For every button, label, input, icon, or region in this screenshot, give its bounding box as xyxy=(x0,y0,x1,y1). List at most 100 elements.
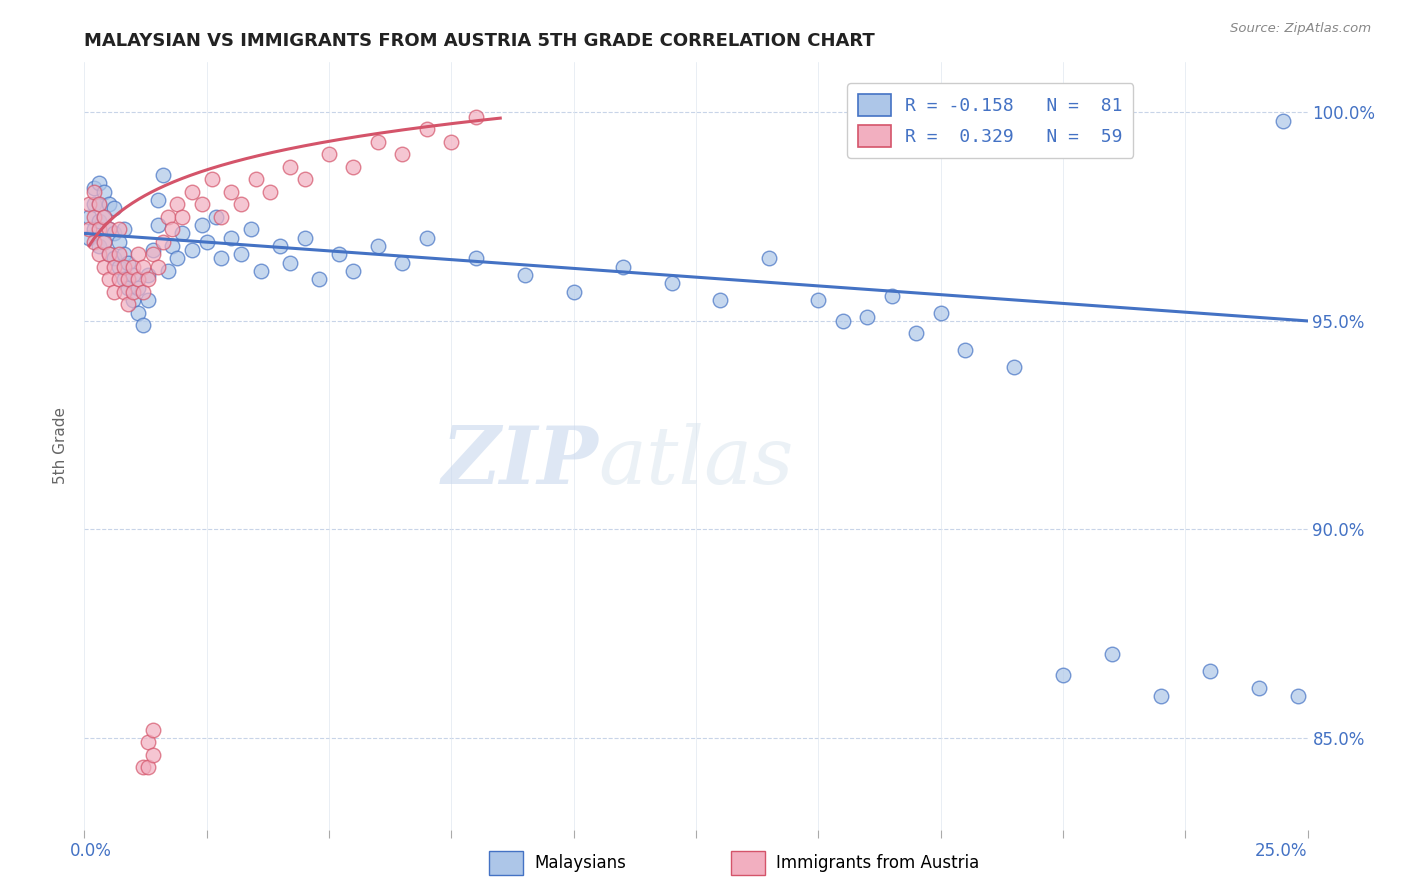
Point xyxy=(122,285,145,299)
Point xyxy=(103,252,125,266)
Point xyxy=(122,293,145,307)
Point xyxy=(83,185,105,199)
Point xyxy=(391,255,413,269)
Point xyxy=(122,260,145,274)
Point xyxy=(278,160,301,174)
Point xyxy=(181,185,204,199)
Point xyxy=(132,285,155,299)
Point xyxy=(103,260,125,274)
Point xyxy=(195,235,218,249)
Point xyxy=(172,227,194,241)
Point xyxy=(132,760,155,774)
Point xyxy=(83,180,105,194)
Point xyxy=(97,197,120,211)
Point xyxy=(107,222,129,236)
Point xyxy=(166,197,188,211)
Point xyxy=(259,185,281,199)
Point xyxy=(464,252,486,266)
Point xyxy=(93,235,115,249)
Point xyxy=(93,210,115,224)
Point xyxy=(156,264,179,278)
Point xyxy=(612,260,634,274)
Point xyxy=(953,343,976,357)
Point xyxy=(880,289,903,303)
Point xyxy=(77,210,100,224)
FancyBboxPatch shape xyxy=(731,851,765,875)
Point xyxy=(87,247,110,261)
Point xyxy=(77,197,100,211)
Point xyxy=(146,260,169,274)
Point xyxy=(391,147,413,161)
Point xyxy=(83,235,105,249)
Point xyxy=(278,255,301,269)
Point xyxy=(103,227,125,241)
Point xyxy=(416,230,439,244)
Point xyxy=(103,202,125,216)
Point xyxy=(156,210,179,224)
Point xyxy=(83,222,105,236)
Point xyxy=(367,239,389,253)
Point xyxy=(136,735,159,749)
Point xyxy=(136,760,159,774)
Point xyxy=(136,268,159,282)
Legend: R = -0.158   N =  81, R =  0.329   N =  59: R = -0.158 N = 81, R = 0.329 N = 59 xyxy=(848,83,1133,158)
Point xyxy=(1198,664,1220,678)
Point xyxy=(107,247,129,261)
Point xyxy=(1101,648,1123,662)
Point xyxy=(219,230,242,244)
Point xyxy=(87,197,110,211)
Point xyxy=(1272,113,1295,128)
Point xyxy=(464,110,486,124)
Point xyxy=(172,210,194,224)
Point xyxy=(97,272,120,286)
Point xyxy=(856,310,879,324)
Point xyxy=(219,185,242,199)
Point xyxy=(117,272,139,286)
Point xyxy=(191,218,214,232)
Point xyxy=(831,314,853,328)
Point xyxy=(122,268,145,282)
Point xyxy=(440,135,463,149)
Point xyxy=(318,147,340,161)
Point xyxy=(146,193,169,207)
Point xyxy=(245,172,267,186)
Point xyxy=(136,272,159,286)
Point xyxy=(117,255,139,269)
Point xyxy=(209,210,232,224)
Point xyxy=(117,297,139,311)
Point xyxy=(93,185,115,199)
Point xyxy=(1150,689,1173,703)
Point xyxy=(294,230,316,244)
Point xyxy=(181,243,204,257)
Point xyxy=(127,272,149,286)
FancyBboxPatch shape xyxy=(489,851,523,875)
Point xyxy=(112,272,135,286)
Point xyxy=(132,260,155,274)
Point xyxy=(107,260,129,274)
Point xyxy=(132,318,155,332)
Point xyxy=(209,252,232,266)
Point xyxy=(142,247,165,261)
Point xyxy=(83,210,105,224)
Point xyxy=(342,264,364,278)
Point xyxy=(93,210,115,224)
Point xyxy=(513,268,536,282)
Point xyxy=(112,222,135,236)
Text: MALAYSIAN VS IMMIGRANTS FROM AUSTRIA 5TH GRADE CORRELATION CHART: MALAYSIAN VS IMMIGRANTS FROM AUSTRIA 5TH… xyxy=(84,32,875,50)
Point xyxy=(87,239,110,253)
Point xyxy=(367,135,389,149)
Point xyxy=(229,247,252,261)
Point xyxy=(269,239,291,253)
Point xyxy=(661,277,683,291)
Point xyxy=(807,293,830,307)
Point xyxy=(142,747,165,762)
Point xyxy=(1002,359,1025,374)
Point xyxy=(127,280,149,294)
Point xyxy=(758,252,780,266)
Point xyxy=(1286,689,1309,703)
Point xyxy=(709,293,731,307)
Point xyxy=(249,264,271,278)
Point xyxy=(191,197,214,211)
Point xyxy=(205,210,228,224)
Point xyxy=(112,260,135,274)
